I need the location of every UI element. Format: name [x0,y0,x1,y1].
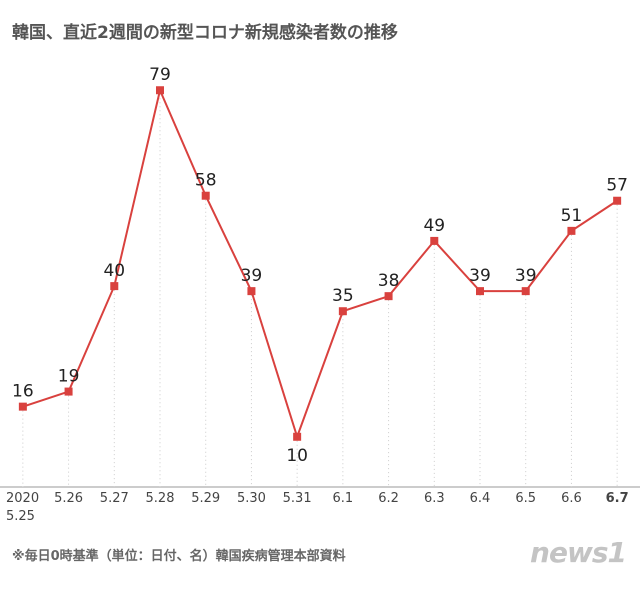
point [521,287,530,296]
x-tick-label: 6.1 [332,491,354,506]
point [18,402,27,411]
x-tick-label: 6.7 [605,491,629,506]
point [293,432,302,441]
value-label: 51 [561,206,583,226]
value-label: 35 [332,286,354,306]
value-label: 58 [195,171,217,191]
x-tick-label: 2020 5.25 [6,491,40,524]
point [247,287,256,296]
x-tick-label: 6.6 [561,491,582,506]
value-label: 38 [378,271,400,291]
point [384,292,393,301]
value-label: 57 [606,176,628,196]
point [338,307,347,316]
x-tick-label: 6.3 [423,491,445,506]
x-tick-label: 5.30 [236,491,266,506]
value-label: 39 [515,266,537,286]
point [156,86,164,95]
logo: news1 [530,536,627,569]
value-label: 10 [286,446,308,466]
x-tick-label: 6.2 [378,491,399,506]
value-label: 49 [423,216,445,236]
x-tick-label: 5.26 [54,491,84,506]
point [201,191,210,200]
point [64,387,73,396]
value-label: 40 [103,261,125,281]
point [476,287,484,296]
value-label: 39 [469,266,491,286]
x-tick-label: 5.27 [99,491,129,506]
point [613,196,622,205]
point [430,236,439,245]
x-tick-label: 5.28 [145,491,175,506]
x-tick-label: 6.5 [515,491,537,506]
chart-title: 韓国、直近2週間の新型コロナ新規感染者数の推移 [12,23,398,43]
value-label: 16 [12,382,34,402]
point [567,226,576,235]
value-label: 19 [58,367,80,387]
x-tick-label: 6.4 [469,491,491,506]
x-tick-label: 5.29 [191,491,221,506]
value-label: 79 [149,65,171,85]
x-tick-label: 5.31 [282,491,312,506]
point [110,282,119,291]
source-note: ※毎日0時基準（単位：日付、名）韓国疾病管理本部資料 [12,549,346,564]
series-line [22,87,618,440]
value-label: 39 [241,266,263,286]
